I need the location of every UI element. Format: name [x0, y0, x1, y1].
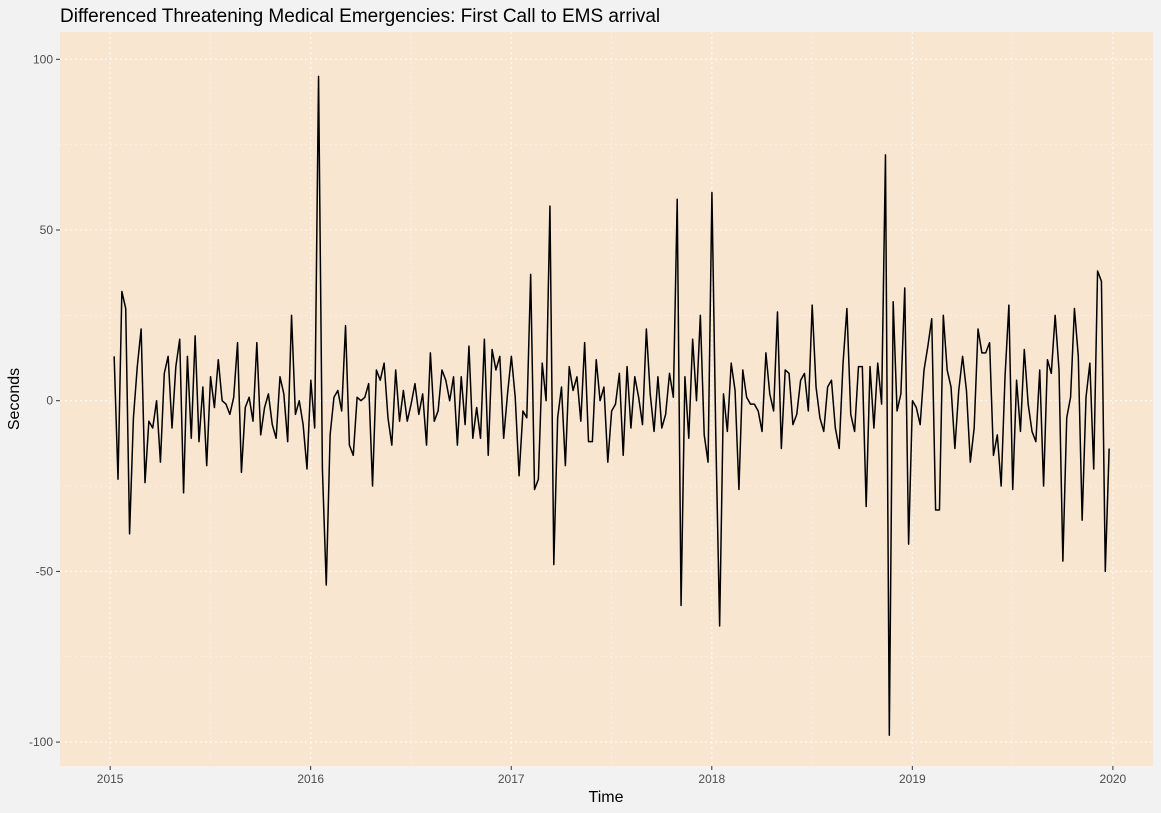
y-axis-title: Seconds — [6, 368, 23, 430]
x-axis: 2015 2016 2017 2018 2019 2020 — [97, 766, 1127, 786]
y-tick-label: 0 — [46, 394, 53, 408]
y-tick-label: -50 — [36, 564, 54, 578]
y-tick-label: -100 — [29, 735, 53, 749]
series-line — [113, 75, 1110, 737]
minor-grid — [60, 32, 1153, 766]
x-tick-label: 2017 — [498, 772, 525, 786]
chart-title: Differenced Threatening Medical Emergenc… — [60, 6, 660, 27]
x-tick-label: 2018 — [698, 772, 725, 786]
x-tick-label: 2016 — [297, 772, 324, 786]
plot-panel — [60, 32, 1153, 766]
y-axis: 100 50 0 -50 -100 — [29, 52, 60, 749]
y-tick-label: 50 — [40, 223, 54, 237]
x-tick-label: 2015 — [97, 772, 124, 786]
x-tick-label: 2019 — [899, 772, 926, 786]
x-tick-label: 2020 — [1100, 772, 1127, 786]
y-tick-label: 100 — [33, 52, 53, 66]
x-axis-title: Time — [589, 789, 624, 806]
